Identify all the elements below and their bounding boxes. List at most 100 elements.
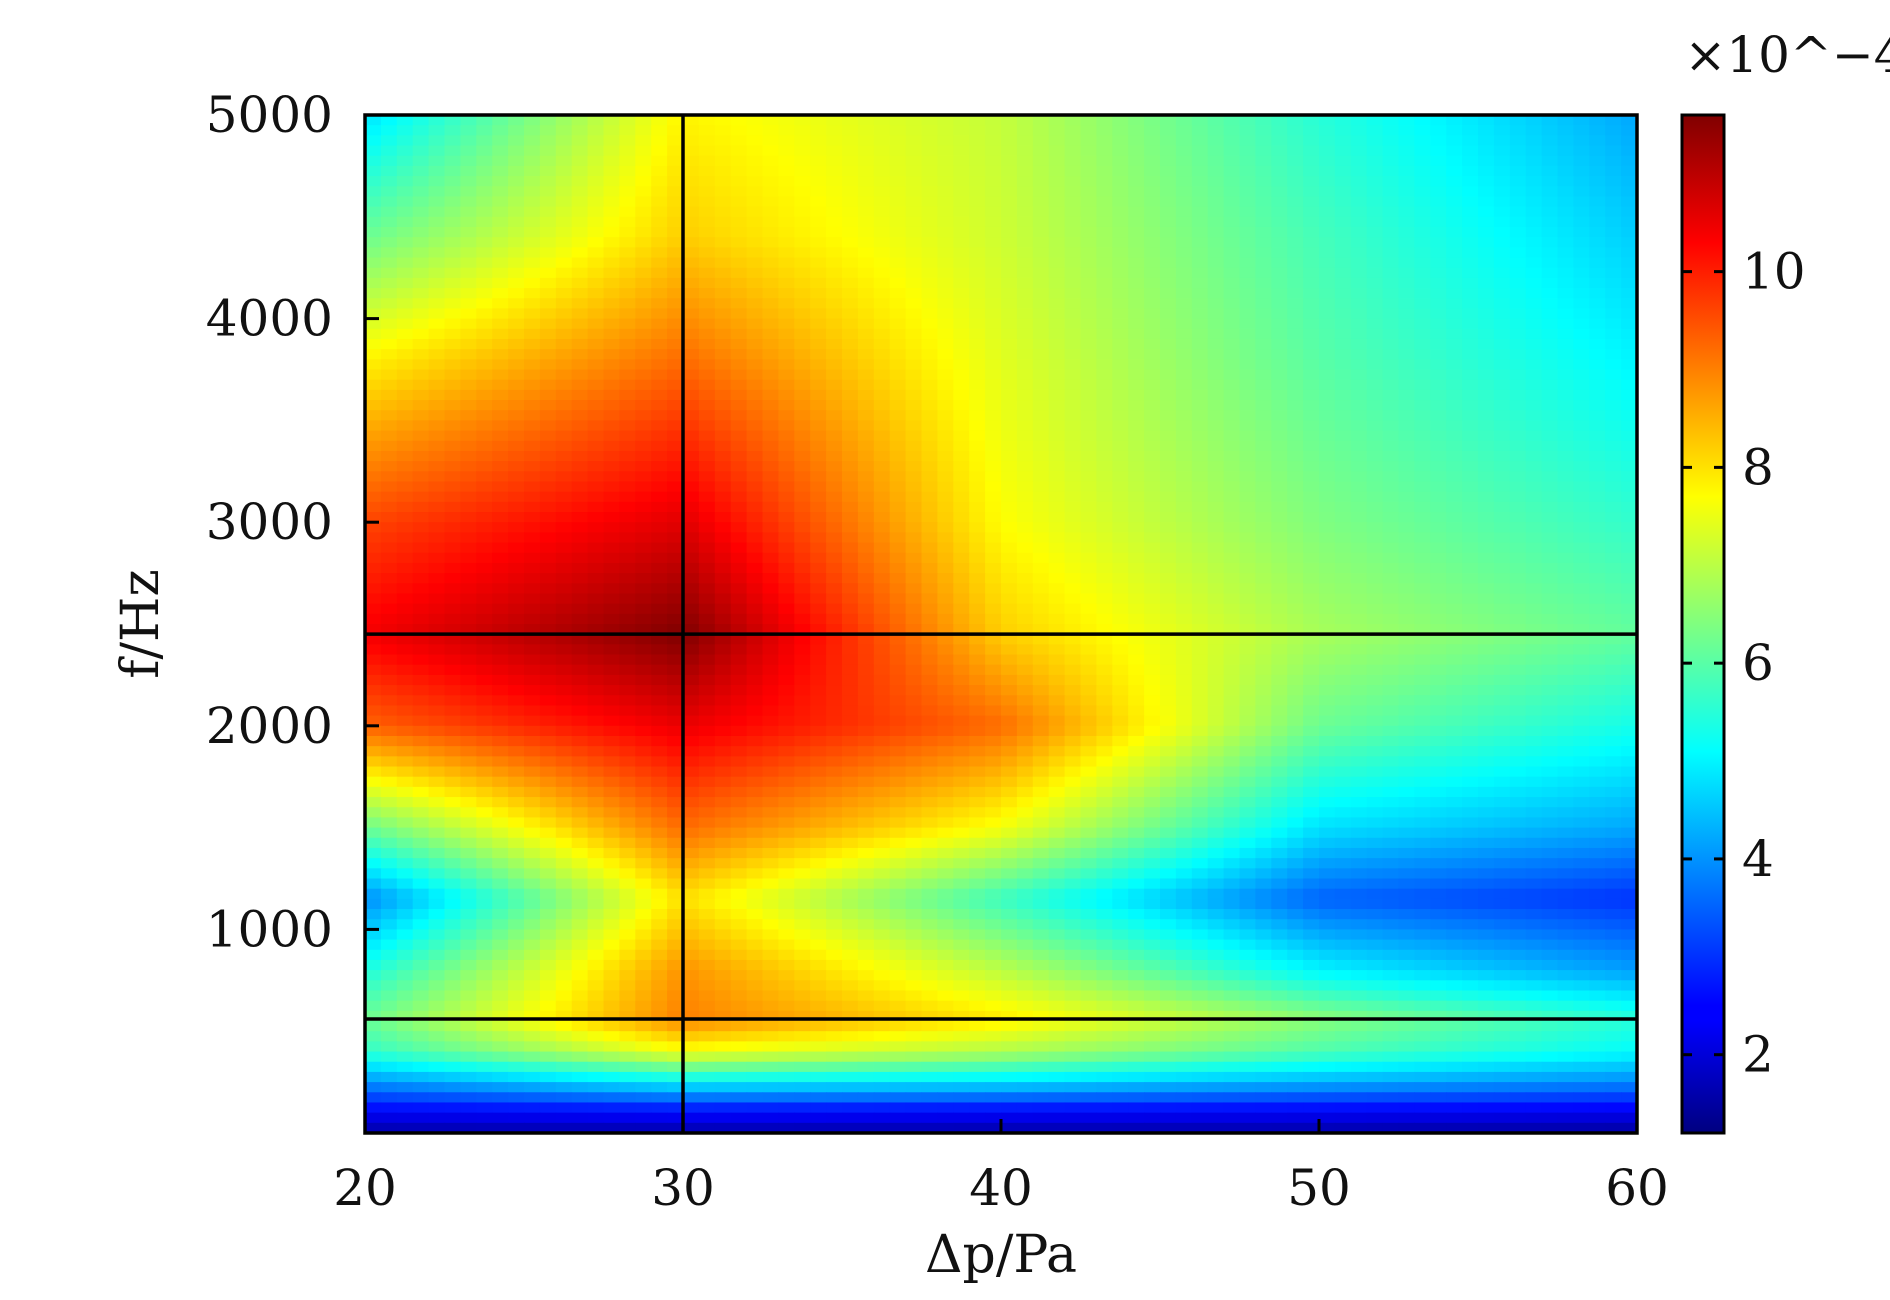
- heatmap-cell: [1446, 461, 1463, 472]
- heatmap-cell: [1557, 176, 1574, 187]
- heatmap-cell: [603, 664, 620, 676]
- heatmap-cell: [524, 288, 541, 299]
- heatmap-cell: [1319, 725, 1336, 737]
- heatmap-cell: [524, 349, 541, 360]
- heatmap-cell: [1382, 664, 1400, 676]
- heatmap-cell: [1001, 359, 1018, 371]
- heatmap-cell: [460, 308, 477, 320]
- heatmap-cell: [1032, 226, 1050, 238]
- heatmap-cell: [762, 471, 779, 483]
- heatmap-cell: [1319, 471, 1336, 483]
- heatmap-cell: [969, 410, 986, 421]
- heatmap-cell: [619, 573, 636, 584]
- heatmap-cell: [1144, 288, 1161, 299]
- heatmap-cell: [1160, 125, 1177, 136]
- heatmap-cell: [1462, 298, 1479, 310]
- heatmap-cell: [985, 155, 1002, 167]
- heatmap-cell: [619, 216, 636, 228]
- heatmap-cell: [1303, 522, 1320, 533]
- heatmap-cell: [571, 247, 589, 259]
- heatmap-cell: [985, 705, 1002, 717]
- heatmap-cell: [698, 226, 716, 238]
- heatmap-cell: [1509, 491, 1527, 503]
- heatmap-cell: [778, 715, 795, 727]
- heatmap-cell: [508, 512, 525, 523]
- heatmap-cell: [730, 715, 748, 727]
- heatmap-cell: [1239, 654, 1256, 666]
- heatmap-cell: [889, 165, 907, 177]
- heatmap-cell: [794, 369, 811, 381]
- heatmap-cell: [810, 552, 827, 564]
- heatmap-cell: [1239, 664, 1256, 676]
- heatmap-cell: [1303, 349, 1320, 360]
- heatmap-cell: [667, 125, 684, 136]
- heatmap-cell: [1144, 512, 1161, 523]
- heatmap-cell: [651, 176, 668, 187]
- heatmap-cell: [826, 715, 843, 727]
- heatmap-cell: [762, 145, 779, 157]
- heatmap-cell: [365, 715, 382, 727]
- heatmap-cell: [539, 176, 557, 187]
- heatmap-cell: [1509, 145, 1527, 157]
- heatmap-cell: [1430, 115, 1447, 126]
- heatmap-cell: [460, 450, 477, 462]
- heatmap-cell: [1414, 461, 1431, 472]
- heatmap-cell: [587, 328, 605, 340]
- heatmap-cell: [619, 471, 636, 483]
- heatmap-cell: [1525, 257, 1543, 269]
- heatmap-cell: [1366, 155, 1384, 167]
- heatmap-cell: [1605, 328, 1622, 340]
- heatmap-cell: [1128, 450, 1145, 462]
- heatmap-cell: [1350, 257, 1368, 269]
- heatmap-cell: [1446, 338, 1463, 350]
- heatmap-cell: [1478, 247, 1495, 259]
- heatmap-cell: [1446, 196, 1463, 208]
- heatmap-cell: [524, 176, 541, 187]
- heatmap-cell: [651, 165, 668, 177]
- heatmap-cell: [1350, 634, 1368, 645]
- heatmap-cell: [1096, 573, 1113, 584]
- heatmap-cell: [842, 308, 859, 320]
- heatmap-cell: [1621, 532, 1638, 544]
- heatmap-cell: [1319, 237, 1336, 248]
- heatmap-cell: [1334, 532, 1352, 544]
- heatmap-cell: [1239, 237, 1256, 248]
- heatmap-cell: [1493, 593, 1511, 605]
- heatmap-cell: [380, 430, 398, 442]
- heatmap-cell: [1319, 379, 1336, 391]
- heatmap-cell: [810, 257, 827, 269]
- heatmap-cell: [1048, 705, 1066, 717]
- heatmap-cell: [937, 176, 954, 187]
- heatmap-cell: [1334, 155, 1352, 167]
- heatmap-cell: [1207, 603, 1225, 615]
- heatmap-cell: [460, 400, 477, 411]
- heatmap-cell: [1398, 216, 1415, 228]
- heatmap-cell: [1541, 450, 1559, 462]
- heatmap-cell: [1621, 318, 1638, 330]
- heatmap-cell: [1319, 420, 1336, 432]
- heatmap-cell: [1350, 125, 1368, 136]
- heatmap-cell: [873, 165, 891, 177]
- heatmap-cell: [985, 328, 1002, 340]
- heatmap-cell: [794, 593, 811, 605]
- heatmap-cell: [683, 562, 700, 574]
- heatmap-cell: [1382, 288, 1400, 299]
- heatmap-cell: [587, 145, 605, 157]
- heatmap-cell: [1064, 695, 1082, 707]
- heatmap-cell: [667, 735, 684, 747]
- heatmap-cell: [746, 715, 764, 727]
- heatmap-cell: [1175, 359, 1193, 371]
- heatmap-cell: [714, 186, 732, 198]
- heatmap-cell: [1016, 206, 1034, 218]
- heatmap-cell: [1446, 593, 1463, 605]
- heatmap-cell: [1191, 155, 1209, 167]
- heatmap-cell: [873, 125, 891, 136]
- heatmap-cell: [555, 583, 573, 595]
- heatmap-cell: [1621, 298, 1638, 310]
- heatmap-cell: [603, 186, 620, 198]
- heatmap-cell: [842, 135, 859, 147]
- heatmap-cell: [1096, 115, 1113, 126]
- heatmap-cell: [1128, 644, 1145, 656]
- heatmap-cell: [492, 267, 509, 279]
- heatmap-cell: [969, 613, 986, 625]
